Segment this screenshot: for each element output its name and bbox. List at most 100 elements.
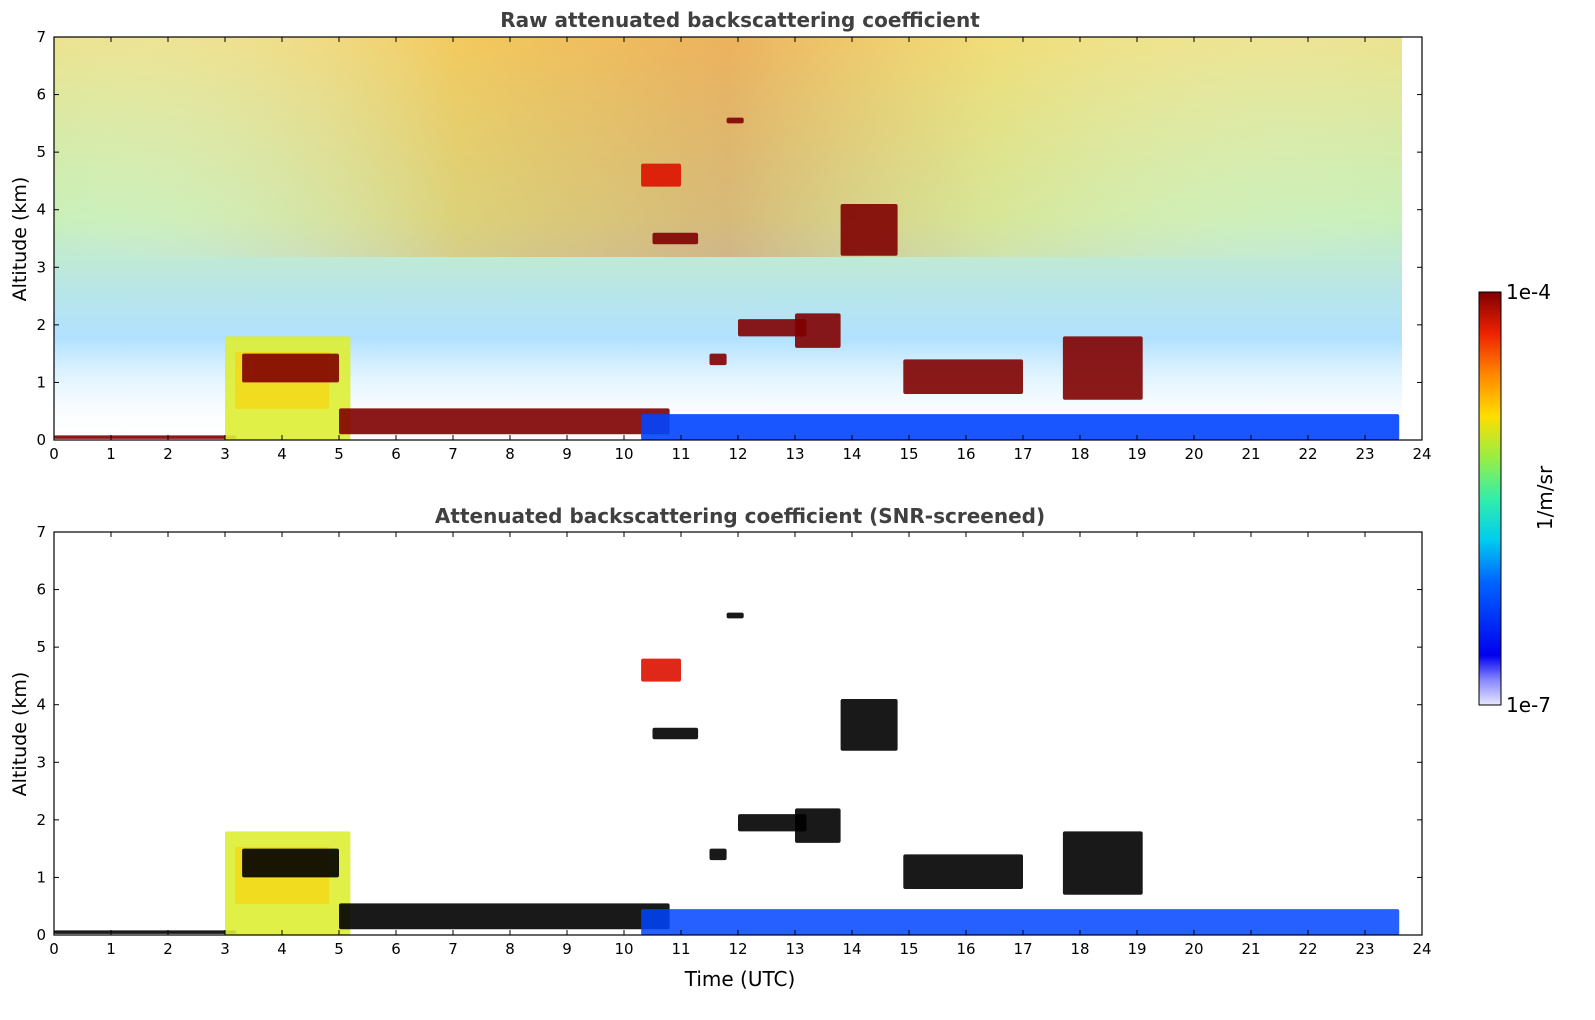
- colorbar-unit-label: 1/m/sr: [1533, 465, 1557, 530]
- panel-raw-xtick-label: 14: [842, 445, 861, 463]
- panel-raw-ytick-label: 4: [36, 201, 46, 219]
- panel-raw-feature: [1062, 336, 1143, 400]
- panel-raw-ytick-label: 5: [36, 143, 46, 161]
- panel-raw-feature: [903, 359, 1023, 394]
- panel-raw-xtick-label: 1: [106, 445, 116, 463]
- panel-raw-xtick-label: 16: [956, 445, 975, 463]
- panel-raw-feature: [641, 163, 681, 187]
- panel-raw-xtick-label: 3: [220, 445, 230, 463]
- panel-raw-xtick-label: 6: [391, 445, 401, 463]
- panel-raw-xtick-label: 19: [1127, 445, 1146, 463]
- panel-screened-ytick-label: 0: [36, 926, 46, 944]
- panel-raw-feature: [726, 117, 744, 124]
- panel-raw-xtick-label: 18: [1070, 445, 1089, 463]
- panel-screened-xtick-label: 19: [1127, 940, 1146, 958]
- panel-screened-xtick-label: 18: [1070, 940, 1089, 958]
- panel-screened: Attenuated backscattering coefficient (S…: [9, 504, 1432, 991]
- panel-raw-xtick-label: 23: [1355, 445, 1374, 463]
- panel-screened-x-axis: 0 1 2 3 4 5 6 7 8 9 10 11 12 13 14 15 16 17 18 19 20 21 22 23 24: [49, 532, 1432, 958]
- panel-screened-xtick-label: 7: [448, 940, 458, 958]
- panel-screened-xtick-label: 9: [562, 940, 572, 958]
- panel-raw-xtick-label: 13: [785, 445, 804, 463]
- panel-screened-xtick-label: 15: [899, 940, 918, 958]
- panel-raw-sky-warm: [54, 37, 1402, 257]
- panel-screened-feature: [339, 903, 670, 930]
- panel-raw-feature: [242, 353, 339, 383]
- panel-screened-xtick-label: 12: [728, 940, 747, 958]
- colorbar-max-label: 1e-4: [1506, 280, 1551, 304]
- panel-screened-y-axis: 0 1 2 3 4 5 6 7: [36, 523, 1422, 944]
- panel-screened-xtick-label: 13: [785, 940, 804, 958]
- panel-screened-feature: [1062, 831, 1143, 895]
- panel-screened-xtick-label: 8: [505, 940, 515, 958]
- panel-screened-xtick-label: 24: [1412, 940, 1431, 958]
- panel-raw-ytick-label: 3: [36, 258, 46, 276]
- panel-raw-y-axis: 0 1 2 3 4 5 6 7: [36, 28, 1422, 449]
- panel-screened-xtick-label: 5: [334, 940, 344, 958]
- panel-raw-xtick-label: 21: [1241, 445, 1260, 463]
- panel-screened-feature: [840, 698, 898, 751]
- panel-raw-xtick-label: 20: [1184, 445, 1203, 463]
- panel-raw-ytick-label: 1: [36, 373, 46, 391]
- panel-raw-title: Raw attenuated backscattering coefficien…: [500, 8, 980, 32]
- panel-screened-ytick-label: 5: [36, 638, 46, 656]
- panel-screened-feature: [795, 808, 841, 843]
- panel-screened-xtick-label: 23: [1355, 940, 1374, 958]
- panel-raw-xtick-label: 15: [899, 445, 918, 463]
- panel-screened-ytick-label: 3: [36, 753, 46, 771]
- panel-raw-xtick-label: 7: [448, 445, 458, 463]
- panel-screened-title: Attenuated backscattering coefficient (S…: [435, 504, 1045, 528]
- colorbar-min-label: 1e-7: [1506, 693, 1551, 717]
- panel-screened-xtick-label: 20: [1184, 940, 1203, 958]
- panel-raw-feature: [641, 414, 1400, 440]
- panel-screened-feature: [903, 854, 1023, 889]
- panel-raw: Raw attenuated backscattering coefficien…: [9, 8, 1432, 463]
- panel-screened-ytick-label: 2: [36, 811, 46, 829]
- panel-screened-xtick-label: 21: [1241, 940, 1260, 958]
- panel-screened-xtick-label: 2: [163, 940, 173, 958]
- panel-raw-ytick-label: 7: [36, 28, 46, 46]
- panel-raw-feature: [738, 319, 807, 337]
- panel-screened-xtick-label: 1: [106, 940, 116, 958]
- panel-raw-xtick-label: 22: [1298, 445, 1317, 463]
- panel-raw-feature: [339, 408, 670, 435]
- panel-screened-ylabel: Altitude (km): [9, 672, 31, 797]
- panel-screened-ytick-label: 4: [36, 696, 46, 714]
- panel-screened-feature: [652, 727, 699, 740]
- panel-screened-xtick-label: 6: [391, 940, 401, 958]
- panel-screened-feature: [641, 909, 1400, 935]
- panel-raw-ytick-label: 2: [36, 316, 46, 334]
- panel-screened-feature: [709, 848, 727, 861]
- panel-screened-feature: [54, 930, 237, 934]
- panel-raw-ytick-label: 0: [36, 431, 46, 449]
- panel-raw-xtick-label: 24: [1412, 445, 1431, 463]
- panel-raw-feature: [795, 313, 841, 348]
- panel-raw-feature: [54, 435, 237, 439]
- panel-raw-xtick-label: 2: [163, 445, 173, 463]
- panel-screened-ytick-label: 1: [36, 868, 46, 886]
- panel-raw-xtick-label: 17: [1013, 445, 1032, 463]
- panel-screened-xtick-label: 0: [49, 940, 59, 958]
- panel-raw-xtick-label: 8: [505, 445, 515, 463]
- panel-raw-xtick-label: 11: [671, 445, 690, 463]
- panel-screened-xlabel: Time (UTC): [684, 967, 796, 991]
- panel-raw-xtick-label: 5: [334, 445, 344, 463]
- panel-screened-xtick-label: 3: [220, 940, 230, 958]
- panel-raw-xtick-label: 9: [562, 445, 572, 463]
- panel-raw-xtick-label: 10: [614, 445, 633, 463]
- panel-screened-xtick-label: 10: [614, 940, 633, 958]
- panel-raw-x-axis: 0 1 2 3 4 5 6 7 8 9 10 11 12 13 14 15 16 17 18 19 20 21 22 23 24: [49, 37, 1432, 463]
- panel-raw-ytick-label: 6: [36, 86, 46, 104]
- panel-screened-xtick-label: 22: [1298, 940, 1317, 958]
- panel-screened-xtick-label: 17: [1013, 940, 1032, 958]
- panel-raw-feature: [652, 232, 699, 245]
- panel-screened-feature: [726, 612, 744, 619]
- colorbar-gradient: [1478, 291, 1502, 706]
- panel-screened-feature: [242, 848, 339, 878]
- panel-raw-xtick-label: 0: [49, 445, 59, 463]
- panel-screened-feature: [641, 658, 681, 682]
- panel-raw-xtick-label: 4: [277, 445, 287, 463]
- panel-screened-xtick-label: 11: [671, 940, 690, 958]
- panel-raw-features: [54, 117, 1400, 440]
